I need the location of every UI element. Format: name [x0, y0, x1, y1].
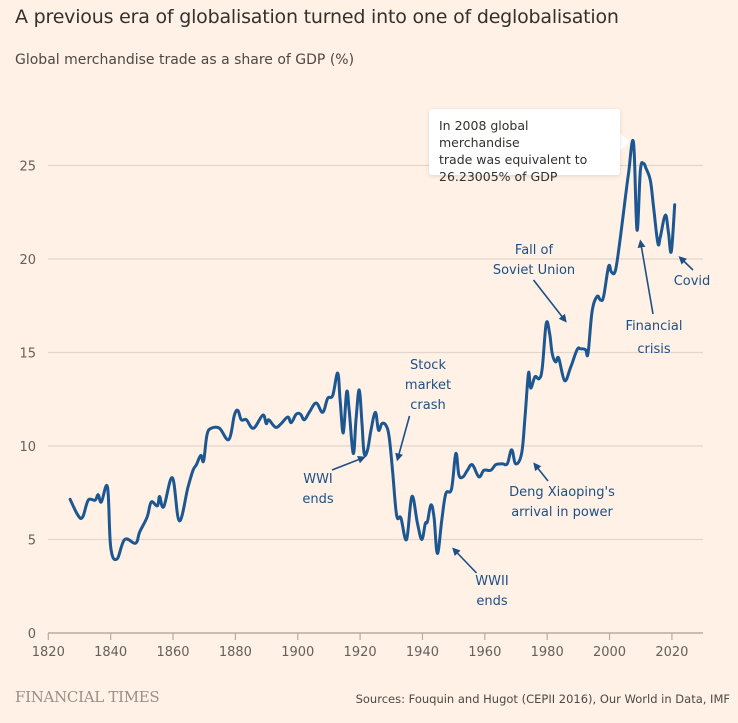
x-tick-label: 1880: [219, 645, 252, 660]
annotations-layer: WWI ends Stock market crash WWII ends Deng X…: [302, 239, 711, 609]
annotation-label: Covid: [674, 274, 711, 289]
annotation-label: WWII ends: [475, 574, 508, 609]
annotation-fall-of-soviet-union: Fall of Soviet Union: [493, 243, 575, 323]
annotation-stock-market-crash: Stock market crash: [395, 358, 451, 462]
annotation-label: Fall of Soviet Union: [493, 243, 575, 278]
y-tick-label: 5: [28, 534, 36, 549]
tooltip-line: In 2008 global merchandise: [439, 118, 529, 150]
y-tick-label: 0: [28, 627, 36, 642]
annotation-deng-xiaoping: Deng Xiaoping's arrival in power: [509, 462, 615, 520]
x-tick-label: 2000: [593, 645, 626, 660]
y-tick-label: 20: [19, 253, 36, 268]
chart-subtitle: Global merchandise trade as a share of G…: [15, 52, 355, 68]
annotation-arrow: [678, 256, 694, 271]
annotation-wwi-ends: WWI ends: [302, 455, 366, 507]
tooltip-pointer: [618, 132, 630, 152]
y-axis-ticks: 0 5 10 15 20 25: [19, 160, 36, 643]
annotation-arrow: [637, 239, 654, 315]
annotation-arrow: [533, 462, 549, 482]
y-tick-label: 15: [19, 347, 36, 362]
annotation-arrow: [331, 455, 366, 471]
x-tick-label: 1860: [156, 645, 189, 660]
annotation-covid: Covid: [674, 256, 711, 289]
series-line: [68, 138, 677, 562]
x-tick-label: 1900: [281, 645, 314, 660]
x-tick-label: 2020: [655, 645, 688, 660]
tooltip-line: 26.23005% of GDP: [439, 169, 558, 184]
annotation-financial-crisis: Financial crisis: [626, 239, 683, 357]
x-tick-label: 1840: [94, 645, 127, 660]
ft-logo: FINANCIAL TIMES: [15, 688, 160, 706]
annotation-arrow: [395, 415, 411, 462]
x-tick-label: 1940: [406, 645, 439, 660]
data-point-tooltip: In 2008 global merchandise trade was equ…: [429, 109, 620, 184]
x-tick-label: 1920: [344, 645, 377, 660]
annotation-label: Deng Xiaoping's arrival in power: [509, 485, 615, 520]
y-tick-label: 10: [19, 440, 36, 455]
source-note: Sources: Fouquin and Hugot (CEPII 2016),…: [355, 692, 730, 706]
annotation-label: Stock market crash: [405, 358, 451, 413]
annotation-arrow: [452, 547, 478, 574]
x-tick-label: 1960: [468, 645, 501, 660]
annotation-label: WWI ends: [302, 472, 333, 507]
series-layer: [68, 138, 677, 562]
chart-title: A previous era of globalisation turned i…: [15, 6, 619, 28]
annotation-label: Financial crisis: [626, 319, 683, 357]
annotation-wwii-ends: WWII ends: [452, 547, 509, 609]
y-tick-label: 25: [19, 160, 36, 175]
x-tick-label: 1980: [531, 645, 564, 660]
tooltip-line: trade was equivalent to: [439, 152, 588, 167]
x-tick-label: 1820: [32, 645, 65, 660]
annotation-arrow: [532, 279, 567, 323]
gridlines: [48, 164, 703, 541]
x-axis: 1820 1840 1860 1880 1900 1920 1940 1960 1980 2000…: [32, 632, 703, 660]
